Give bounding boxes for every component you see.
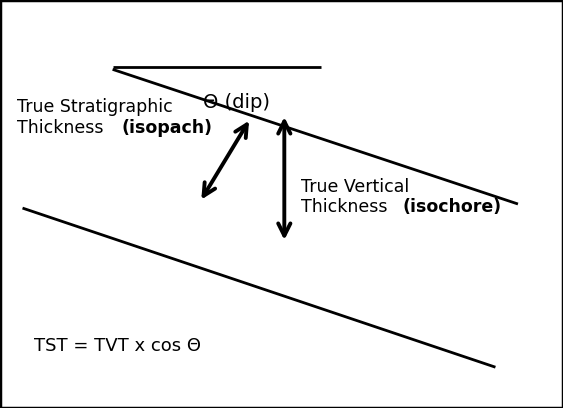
Text: (isopach): (isopach) <box>121 119 212 137</box>
Text: True Vertical: True Vertical <box>301 178 409 196</box>
Text: Θ (dip): Θ (dip) <box>203 93 270 111</box>
Text: Thickness: Thickness <box>301 198 393 216</box>
Text: Thickness: Thickness <box>17 119 109 137</box>
Text: (isochore): (isochore) <box>403 198 502 216</box>
Text: TST = TVT x cos Θ: TST = TVT x cos Θ <box>34 337 201 355</box>
Text: True Stratigraphic: True Stratigraphic <box>17 98 173 116</box>
